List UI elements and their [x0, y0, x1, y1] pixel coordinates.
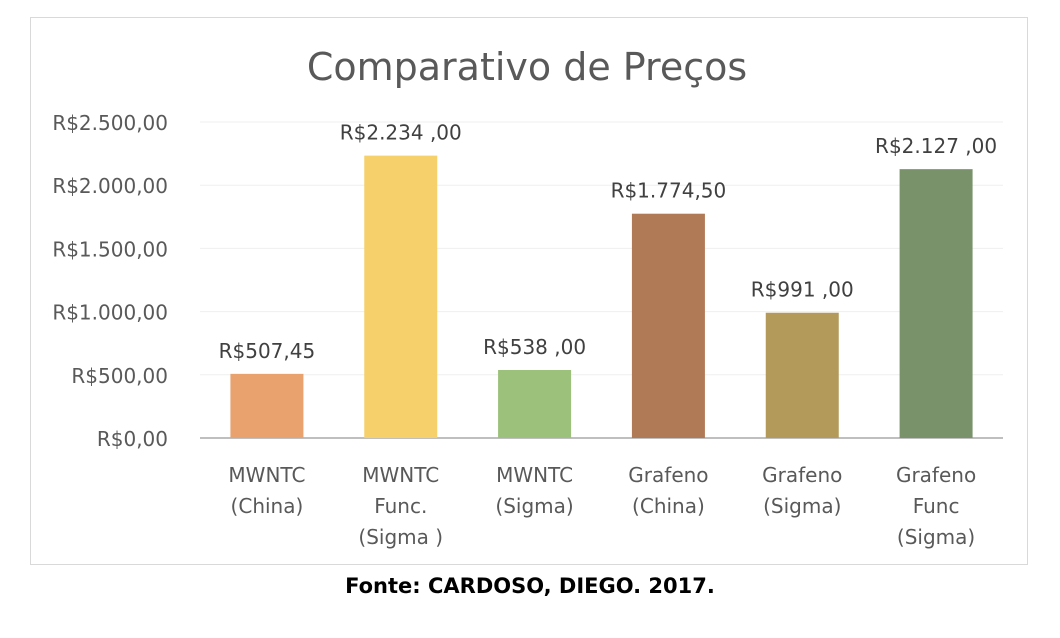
- x-tick-label: MWNTC: [496, 463, 573, 487]
- x-tick-label: MWNTC: [362, 463, 439, 487]
- gridlines: [200, 121, 1003, 439]
- x-tick-label: Grafeno: [762, 463, 842, 487]
- x-tick-label: (Sigma): [495, 494, 573, 518]
- bars: [230, 155, 973, 438]
- price-comparison-chart: Comparativo de Preços R$0,00 R$500,00 R$1.…: [52, 45, 1003, 549]
- data-label: R$507,45: [219, 339, 316, 363]
- x-tick-label: (Sigma ): [358, 525, 443, 549]
- data-label: R$2.234 ,00: [340, 121, 462, 145]
- y-tick-label: R$500,00: [71, 364, 168, 388]
- x-tick-label: (Sigma): [763, 494, 841, 518]
- x-tick-label: (China): [231, 494, 304, 518]
- data-label: R$538 ,00: [483, 335, 586, 359]
- y-tick-label: R$0,00: [97, 427, 168, 451]
- x-tick-label: Func: [913, 494, 960, 518]
- x-tick-label: (China): [632, 494, 705, 518]
- y-tick-label: R$1.500,00: [52, 237, 168, 261]
- bar: [899, 169, 973, 438]
- bar: [631, 213, 705, 438]
- y-tick-label: R$1.000,00: [52, 301, 168, 325]
- x-tick-label: Func.: [374, 494, 427, 518]
- bar: [765, 312, 839, 438]
- data-labels: R$507,45 R$2.234 ,00 R$538 ,00 R$1.774,50 R$…: [219, 121, 997, 363]
- x-axis-category-labels: MWNTC (China) MWNTC Func. (Sigma ) MWNTC (Sigm…: [228, 463, 976, 549]
- bar: [498, 369, 572, 438]
- x-tick-label: (Sigma): [897, 525, 975, 549]
- source-caption: Fonte: CARDOSO, DIEGO. 2017.: [345, 574, 715, 598]
- y-axis-tick-labels: R$0,00 R$500,00 R$1.000,00 R$1.500,00 R$2.00…: [52, 111, 168, 451]
- chart-title: Comparativo de Preços: [307, 45, 747, 89]
- bar: [230, 373, 304, 438]
- y-tick-label: R$2.500,00: [52, 111, 168, 135]
- x-tick-label: Grafeno: [628, 463, 708, 487]
- bar: [364, 155, 438, 438]
- y-tick-label: R$2.000,00: [52, 174, 168, 198]
- data-label: R$991 ,00: [751, 278, 854, 302]
- x-tick-label: MWNTC: [228, 463, 305, 487]
- data-label: R$2.127 ,00: [875, 134, 997, 158]
- data-label: R$1.774,50: [611, 179, 727, 203]
- chart-frame: [30, 17, 1028, 565]
- x-tick-label: Grafeno: [896, 463, 976, 487]
